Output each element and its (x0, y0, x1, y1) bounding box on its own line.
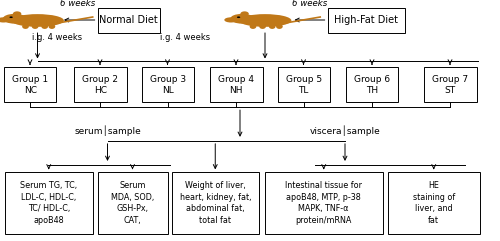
FancyBboxPatch shape (5, 172, 92, 234)
FancyBboxPatch shape (278, 67, 330, 102)
Text: viscera│sample: viscera│sample (310, 126, 380, 136)
Ellipse shape (276, 24, 283, 29)
Text: 6 weeks: 6 weeks (292, 0, 328, 8)
Text: i.g. 4 weeks: i.g. 4 weeks (160, 33, 210, 42)
Circle shape (237, 16, 240, 18)
Text: Weight of liver,
heart, kidney, fat,
abdominal fat,
total fat: Weight of liver, heart, kidney, fat, abd… (180, 181, 251, 225)
Text: Group 6
TH: Group 6 TH (354, 75, 391, 95)
Text: i.g. 4 weeks: i.g. 4 weeks (32, 33, 82, 42)
Text: Serum TG, TC,
LDL-C, HDL-C,
TC/ HDL-C,
apoB48: Serum TG, TC, LDL-C, HDL-C, TC/ HDL-C, a… (20, 181, 78, 225)
Text: Group 3
NL: Group 3 NL (150, 75, 186, 95)
Text: Normal Diet: Normal Diet (100, 15, 158, 26)
FancyBboxPatch shape (388, 172, 480, 234)
Text: Group 4
NH: Group 4 NH (218, 75, 254, 95)
FancyBboxPatch shape (4, 67, 57, 102)
FancyBboxPatch shape (328, 8, 405, 33)
Text: High-Fat Diet: High-Fat Diet (334, 15, 398, 26)
Text: Group 1
NC: Group 1 NC (12, 75, 49, 95)
Ellipse shape (250, 24, 256, 29)
FancyBboxPatch shape (98, 8, 160, 33)
Ellipse shape (0, 17, 10, 22)
FancyBboxPatch shape (142, 67, 194, 102)
FancyBboxPatch shape (265, 172, 382, 234)
Ellipse shape (48, 24, 56, 29)
FancyBboxPatch shape (74, 67, 126, 102)
FancyBboxPatch shape (98, 172, 168, 234)
Circle shape (10, 16, 13, 18)
Text: Group 5
TL: Group 5 TL (286, 75, 322, 95)
Ellipse shape (224, 17, 237, 22)
Ellipse shape (13, 11, 22, 16)
Ellipse shape (230, 14, 254, 24)
Ellipse shape (32, 24, 38, 29)
FancyBboxPatch shape (424, 67, 476, 102)
Ellipse shape (238, 14, 292, 27)
Ellipse shape (2, 14, 26, 24)
Text: Intestinal tissue for
apoB48, MTP, p-38
MAPK, TNF-α
protein/mRNA: Intestinal tissue for apoB48, MTP, p-38 … (285, 181, 362, 225)
FancyBboxPatch shape (210, 67, 262, 102)
Ellipse shape (42, 24, 48, 29)
FancyBboxPatch shape (172, 172, 259, 234)
Text: serum│sample: serum│sample (74, 126, 141, 136)
Ellipse shape (240, 11, 249, 16)
Text: 6 weeks: 6 weeks (60, 0, 95, 8)
Text: Group 7
ST: Group 7 ST (432, 75, 469, 95)
FancyBboxPatch shape (346, 67, 399, 102)
Ellipse shape (259, 24, 266, 29)
Ellipse shape (22, 24, 29, 29)
Ellipse shape (269, 24, 276, 29)
Text: HE
staining of
liver, and
fat: HE staining of liver, and fat (412, 181, 455, 225)
Text: Group 2
HC: Group 2 HC (82, 75, 118, 95)
Text: Serum
MDA, SOD,
GSH-Px,
CAT,: Serum MDA, SOD, GSH-Px, CAT, (111, 181, 154, 225)
Ellipse shape (11, 14, 64, 27)
